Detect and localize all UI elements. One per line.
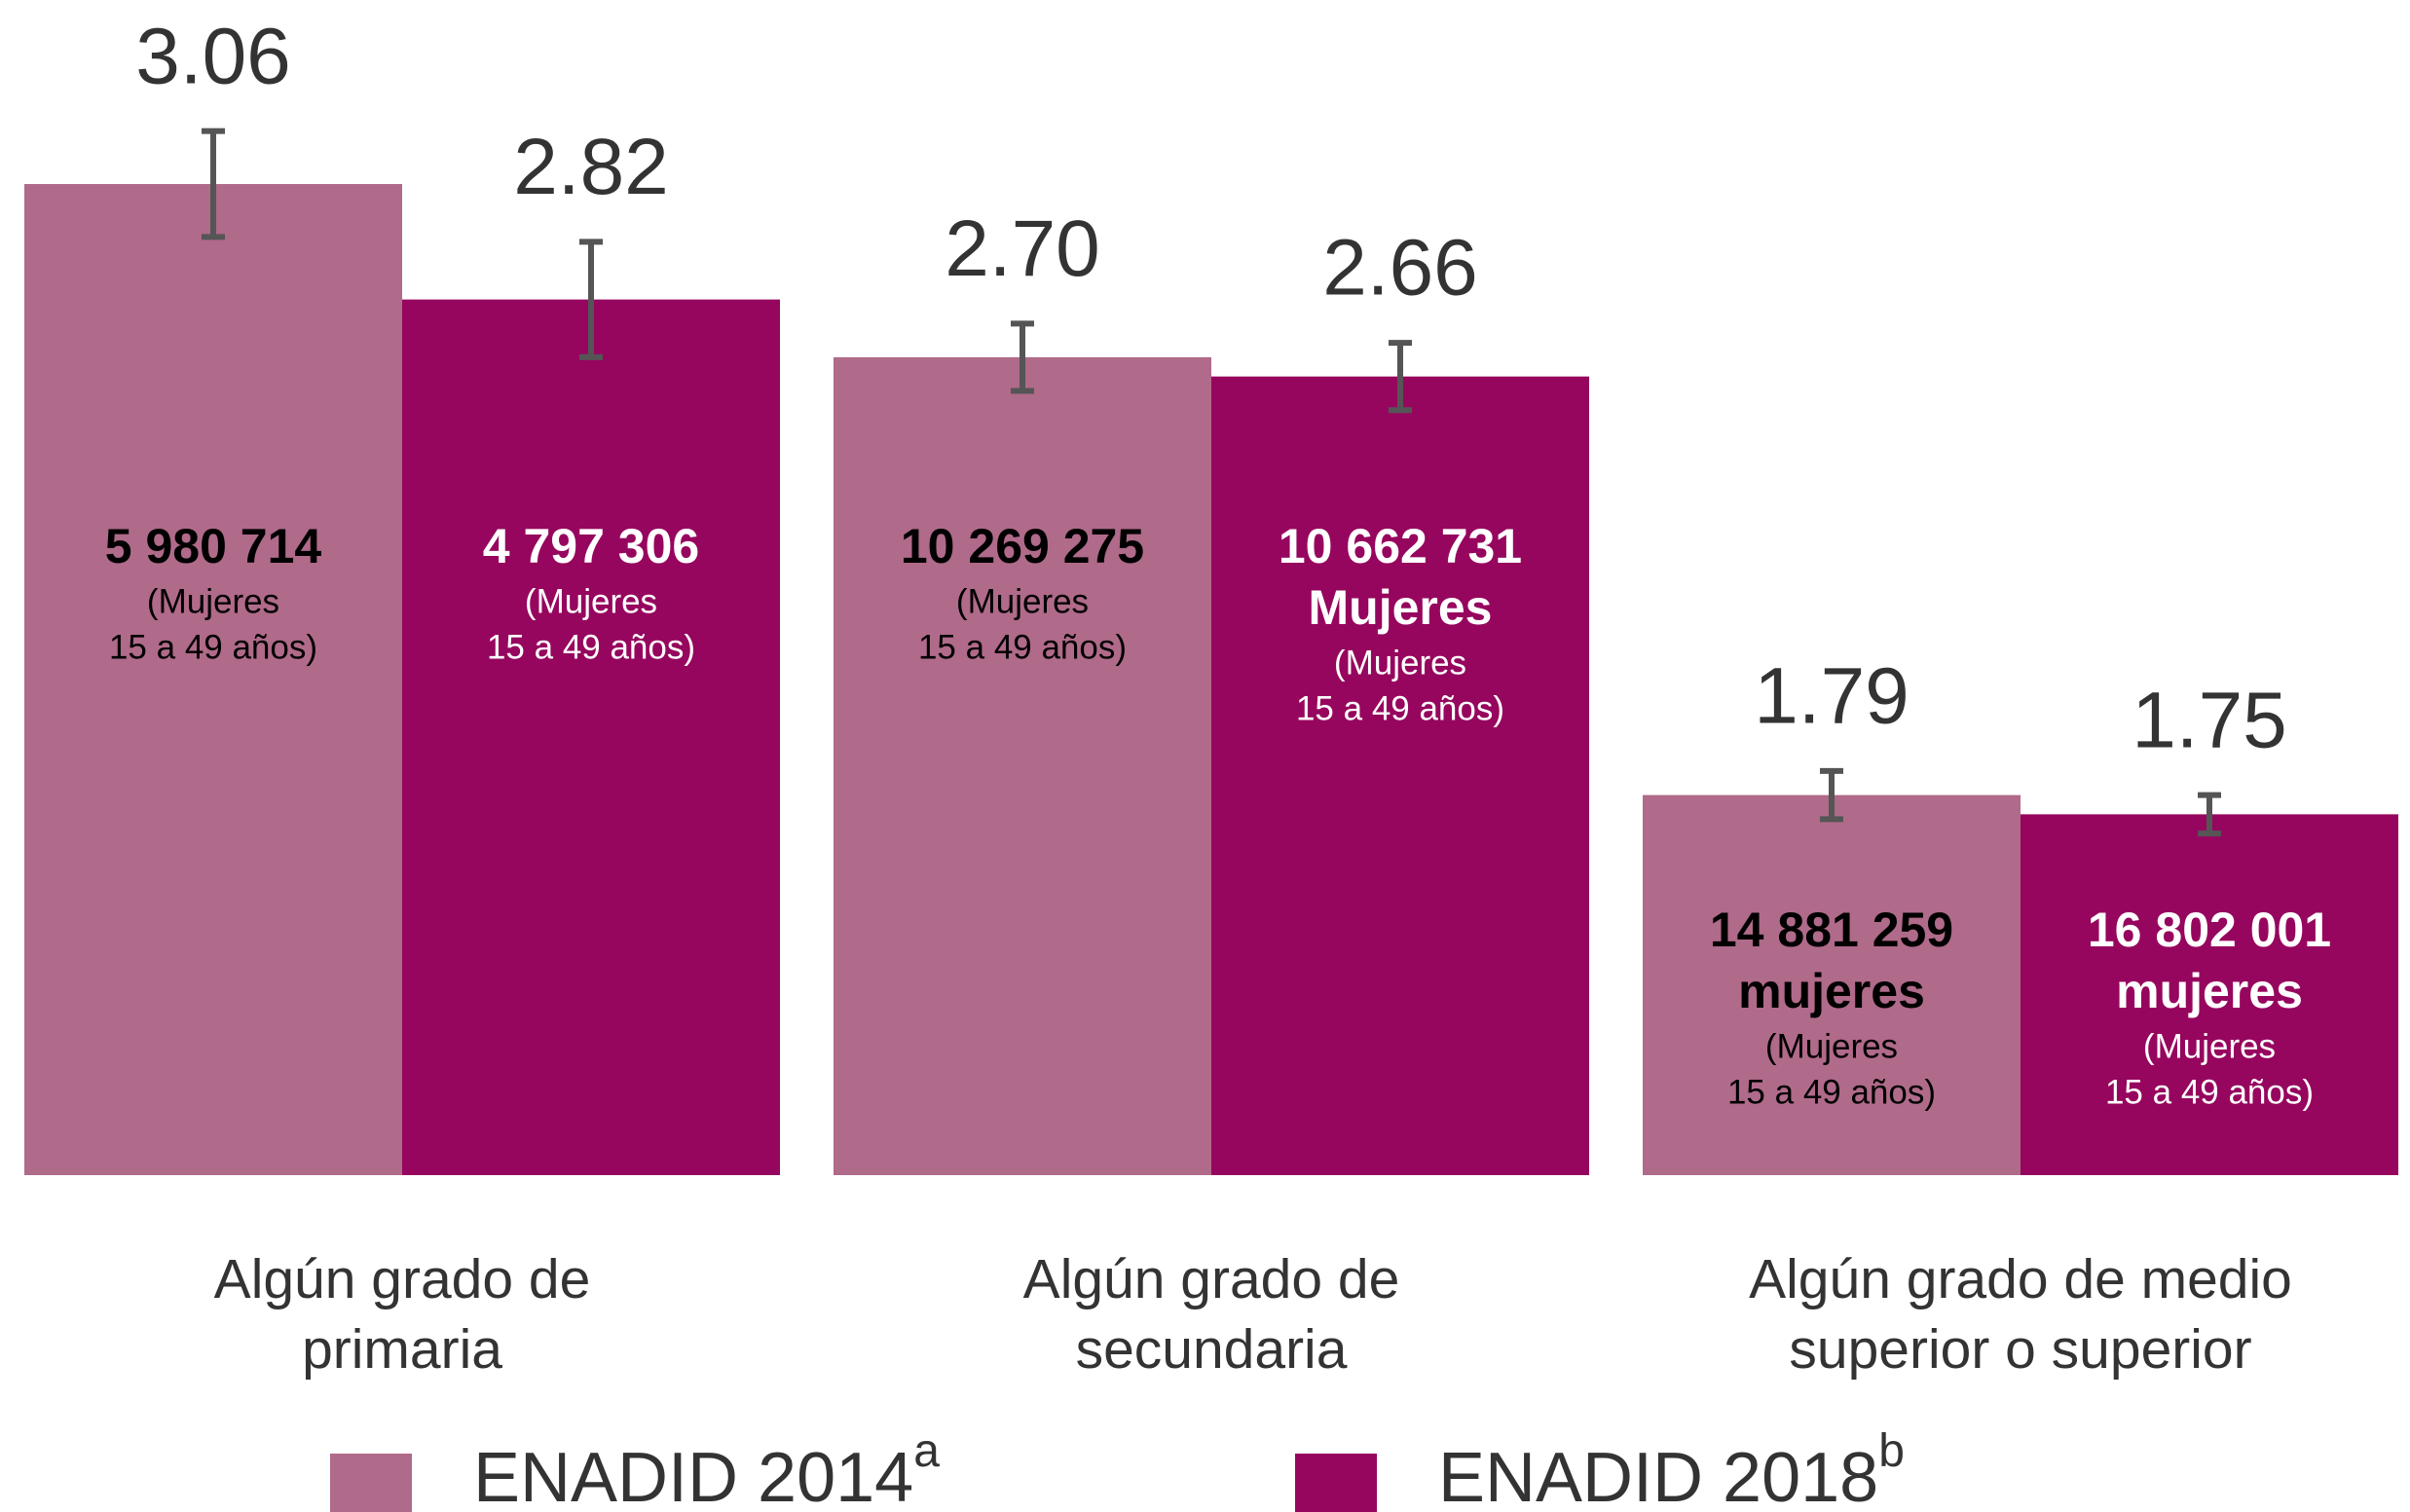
value-label: 1.75 [2132, 676, 2287, 764]
error-bar [2198, 792, 2221, 837]
bar-label-note: (Mujeres [147, 582, 279, 620]
value-label: 1.79 [1754, 652, 1909, 741]
bar-label-note: (Mujeres [956, 582, 1089, 620]
x-tick-label: Algún grado de [1023, 1248, 1400, 1310]
bar-label-note: (Mujeres [1334, 644, 1466, 682]
bar-label-note: 15 a 49 años) [918, 628, 1127, 666]
legend-superscript: a [913, 1425, 940, 1477]
bar-label-note: 15 a 49 años) [2105, 1073, 2314, 1111]
bar-label-count: 16 802 001 [2088, 903, 2331, 957]
bar-label-note: 15 a 49 años) [1727, 1073, 1936, 1111]
x-tick-label: superior o superior [1789, 1318, 2251, 1381]
x-tick-label: Algún grado de medio [1749, 1248, 2292, 1310]
bar-label-note: 15 a 49 años) [109, 628, 317, 666]
x-tick-label: Algún grado de [214, 1248, 591, 1310]
bar-label-count: 4 797 306 [483, 519, 699, 573]
bar-label-note: (Mujeres [525, 582, 657, 620]
value-label: 2.66 [1322, 224, 1478, 313]
error-bar [579, 239, 603, 360]
bar [24, 184, 402, 1175]
bar-label-note: (Mujeres [2143, 1027, 2276, 1065]
value-label: 3.06 [135, 12, 291, 100]
legend-label: ENADID 2014a [473, 1425, 940, 1512]
value-label: 2.70 [945, 204, 1100, 293]
bar-label-note: 15 a 49 años) [1296, 689, 1504, 727]
legend-name: ENADID 2014 [473, 1439, 913, 1512]
legend-swatch [1295, 1454, 1377, 1512]
bar-label-count: 10 662 731 [1279, 519, 1522, 573]
error-bar [202, 128, 225, 240]
bar [1211, 376, 1589, 1175]
legend-label: ENADID 2018b [1438, 1425, 1905, 1512]
bar-label-count: 10 269 275 [901, 519, 1144, 573]
x-tick-label: primaria [302, 1318, 502, 1381]
bar-label-note: (Mujeres [1765, 1027, 1898, 1065]
legend-name: ENADID 2018 [1438, 1439, 1878, 1512]
bar-label-count: mujeres [2116, 964, 2303, 1018]
bar-label-count: 5 980 714 [105, 519, 322, 573]
bar-label-count: Mujeres [1309, 580, 1493, 635]
bar [834, 356, 1211, 1176]
bar-label-count: 14 881 259 [1710, 903, 1953, 957]
bar-label-note: 15 a 49 años) [487, 628, 695, 666]
error-bar [1011, 320, 1034, 394]
bar [1643, 794, 2021, 1175]
x-tick-label: secundaria [1076, 1318, 1348, 1381]
error-bar [1820, 767, 1843, 823]
legend-swatch [330, 1454, 412, 1512]
bar [2021, 814, 2398, 1175]
bar [402, 299, 780, 1175]
legend-superscript: b [1878, 1425, 1905, 1477]
bar-label-count: mujeres [1738, 964, 1925, 1018]
error-bar [1389, 340, 1412, 414]
value-label: 2.82 [513, 123, 669, 211]
